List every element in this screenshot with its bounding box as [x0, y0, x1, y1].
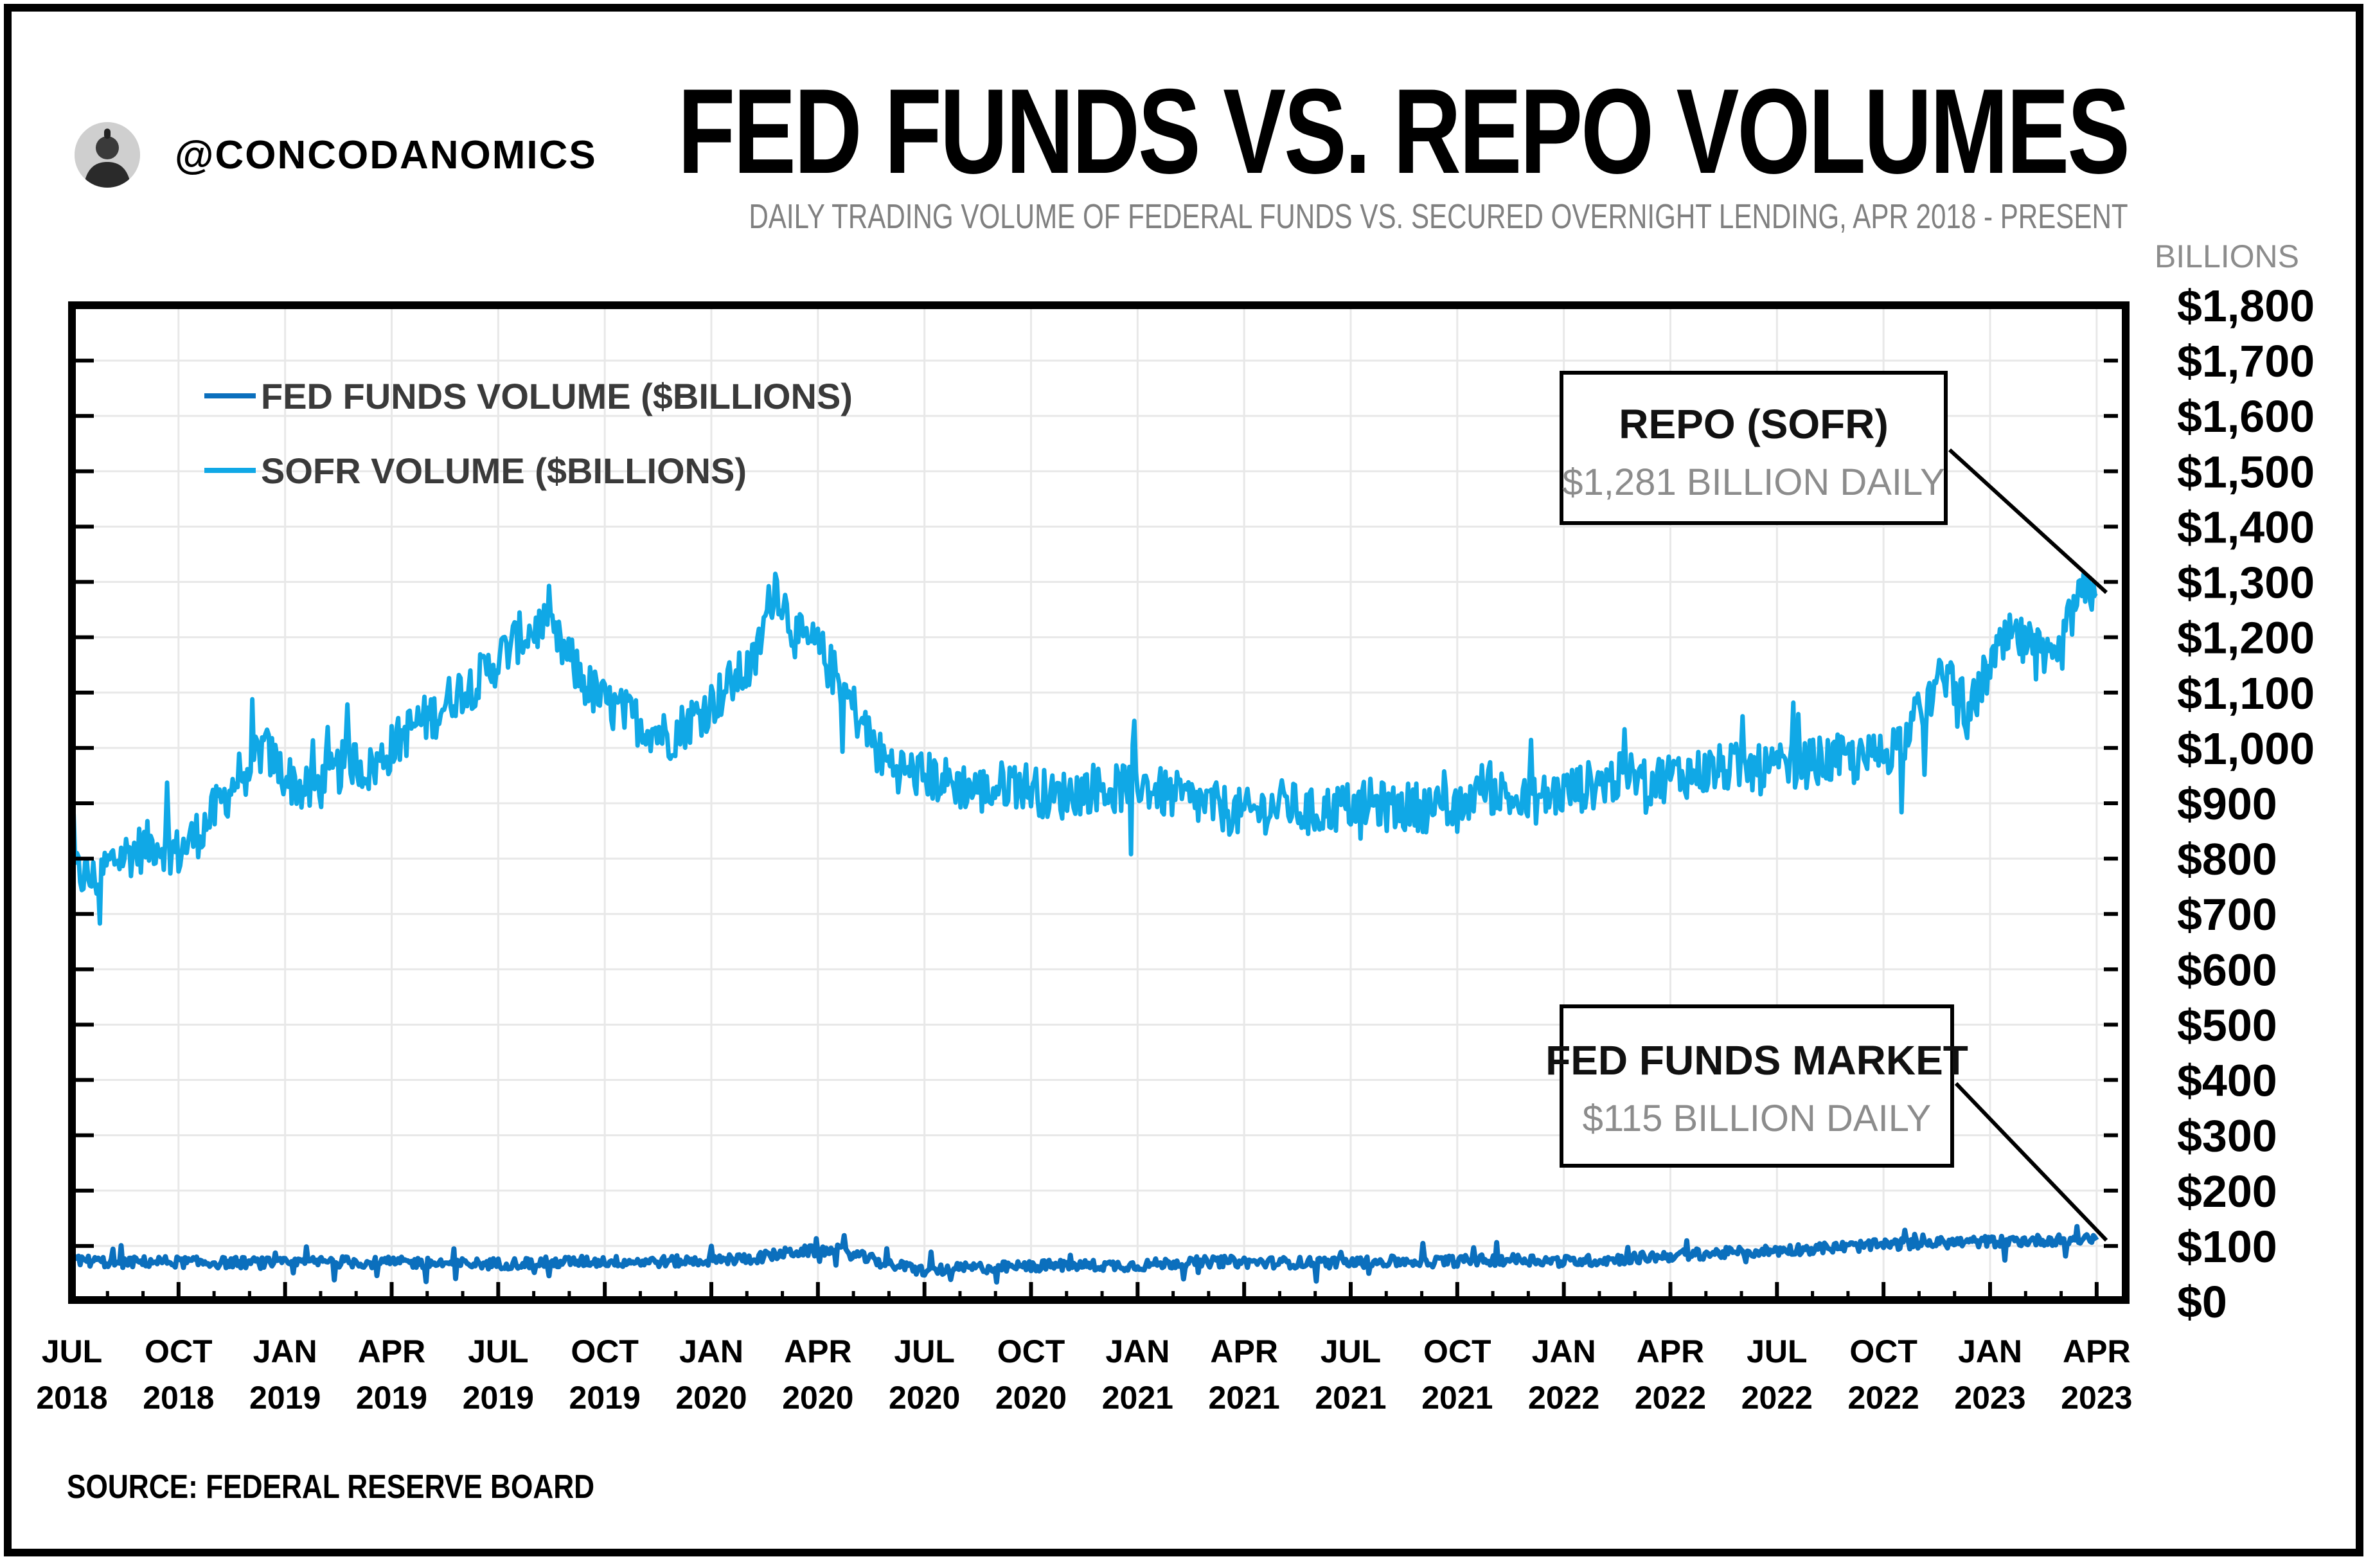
legend-label-sofr: SOFR VOLUME ($BILLIONS) [261, 450, 747, 491]
x-tick-label-year: 2019 [249, 1380, 321, 1416]
y-tick-label: $800 [2177, 834, 2277, 884]
x-tick-label-month: OCT [571, 1333, 639, 1369]
annotation-fed-funds-title: FED FUNDS MARKET [1545, 1037, 1968, 1083]
x-tick-label-month: APR [1210, 1333, 1278, 1369]
y-tick-label: $600 [2177, 945, 2277, 995]
y-axis-labels: $0$100$200$300$400$500$600$700$800$900$1… [2177, 281, 2315, 1327]
source-note: SOURCE: FEDERAL RESERVE BOARD [67, 1468, 595, 1506]
x-tick-label-year: 2019 [569, 1380, 641, 1416]
x-tick-label-month: JAN [1105, 1333, 1170, 1369]
annotation-repo-title: REPO (SOFR) [1619, 401, 1889, 447]
y-tick-label: $200 [2177, 1166, 2277, 1216]
x-tick-label-year: 2022 [1528, 1380, 1599, 1416]
x-tick-label-month: JUL [894, 1333, 954, 1369]
x-tick-label-year: 2023 [2061, 1380, 2132, 1416]
legend: FED FUNDS VOLUME ($BILLIONS) SOFR VOLUME… [204, 376, 853, 491]
annotation-repo-leader [1948, 448, 2108, 594]
x-tick-label-year: 2023 [1954, 1380, 2025, 1416]
x-tick-label-month: JAN [253, 1333, 317, 1369]
y-tick-label: $100 [2177, 1222, 2277, 1272]
y-tick-label: $500 [2177, 1000, 2277, 1050]
sofr-volume-line [69, 571, 2098, 926]
x-tick-label-month: APR [358, 1333, 426, 1369]
fed-funds-volume-line [69, 1224, 2099, 1285]
y-tick-label: $900 [2177, 779, 2277, 829]
y-tick-label: $1,200 [2177, 613, 2315, 663]
x-tick-label-year: 2018 [36, 1380, 107, 1416]
x-tick-label-month: JAN [679, 1333, 743, 1369]
x-tick-label-year: 2022 [1635, 1380, 1706, 1416]
y-tick-label: $400 [2177, 1056, 2277, 1106]
y-tick-label: $1,400 [2177, 502, 2315, 552]
x-tick-label-month: OCT [145, 1333, 213, 1369]
x-tick-label-year: 2020 [675, 1380, 747, 1416]
x-tick-label-year: 2021 [1421, 1380, 1493, 1416]
x-tick-label-month: JAN [1958, 1333, 2022, 1369]
y-tick-label: $700 [2177, 889, 2277, 940]
x-tick-label-year: 2022 [1741, 1380, 1813, 1416]
y-tick-label: $1,300 [2177, 558, 2315, 608]
x-tick-label-year: 2020 [889, 1380, 960, 1416]
annotation-repo-box [1560, 371, 1948, 525]
axis-ticks [70, 303, 2118, 1303]
x-tick-label-month: APR [2063, 1333, 2131, 1369]
y-tick-label: $1,100 [2177, 668, 2315, 718]
x-tick-label-month: JUL [42, 1333, 102, 1369]
x-tick-label-month: JUL [468, 1333, 528, 1369]
x-tick-label-year: 2021 [1315, 1380, 1386, 1416]
y-tick-label: $1,600 [2177, 391, 2315, 441]
x-tick-label-month: JUL [1747, 1333, 1807, 1369]
x-tick-label-month: APR [784, 1333, 852, 1369]
x-tick-label-year: 2020 [782, 1380, 853, 1416]
annotation-fed-funds-value: $115 BILLION DAILY [1583, 1098, 1932, 1139]
x-tick-label-year: 2022 [1848, 1380, 1919, 1416]
y-tick-label: $1,000 [2177, 724, 2315, 774]
x-tick-label-year: 2018 [143, 1380, 214, 1416]
annotation-fed-funds-leader [1954, 1082, 2108, 1242]
legend-label-fed-funds: FED FUNDS VOLUME ($BILLIONS) [261, 376, 853, 416]
x-tick-label-month: OCT [1849, 1333, 1917, 1369]
x-tick-label-month: APR [1637, 1333, 1705, 1369]
annotation-fed-funds: FED FUNDS MARKET $115 BILLION DAILY [1545, 1004, 2108, 1242]
annotation-repo: REPO (SOFR) $1,281 BILLION DAILY [1560, 371, 2108, 594]
x-tick-label-month: OCT [1423, 1333, 1491, 1369]
chart-subtitle: DAILY TRADING VOLUME OF FEDERAL FUNDS VS… [749, 197, 2128, 236]
x-tick-label-year: 2021 [1209, 1380, 1280, 1416]
x-tick-label-year: 2021 [1102, 1380, 1173, 1416]
series-lines [69, 571, 2099, 1285]
outer-frame [4, 4, 2363, 1556]
annotation-fed-funds-box [1560, 1004, 1954, 1168]
author-handle: @CONCODANOMICS [175, 133, 597, 177]
y-tick-label: $1,800 [2177, 281, 2315, 331]
avatar-portrait-icon [75, 122, 140, 188]
avatar [75, 122, 140, 188]
chart-title: FED FUNDS VS. REPO VOLUMES [677, 64, 2130, 199]
x-tick-label-year: 2019 [463, 1380, 534, 1416]
y-tick-label: $0 [2177, 1277, 2227, 1327]
annotation-repo-value: $1,281 BILLION DAILY [1562, 461, 1944, 503]
x-tick-label-year: 2019 [356, 1380, 427, 1416]
y-tick-label: $1,500 [2177, 447, 2315, 497]
y-tick-label: $300 [2177, 1111, 2277, 1161]
x-axis-labels: JUL 2018 OCT 2018 JAN 2019 APR 2019 JUL 2019 OCT 20… [36, 1333, 2132, 1416]
x-tick-label-year: 2020 [995, 1380, 1067, 1416]
y-tick-label: $1,700 [2177, 336, 2315, 386]
x-tick-label-month: JUL [1321, 1333, 1381, 1369]
x-tick-label-month: JAN [1532, 1333, 1596, 1369]
y-axis-unit-label: BILLIONS [2155, 238, 2299, 274]
x-tick-label-month: OCT [997, 1333, 1065, 1369]
